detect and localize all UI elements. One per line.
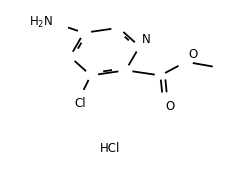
Text: O: O [165, 100, 174, 113]
Text: N: N [142, 33, 151, 46]
Text: HCl: HCl [100, 142, 121, 155]
Text: O: O [188, 48, 198, 61]
Text: H$_2$N: H$_2$N [29, 15, 53, 30]
Text: Cl: Cl [75, 97, 86, 110]
